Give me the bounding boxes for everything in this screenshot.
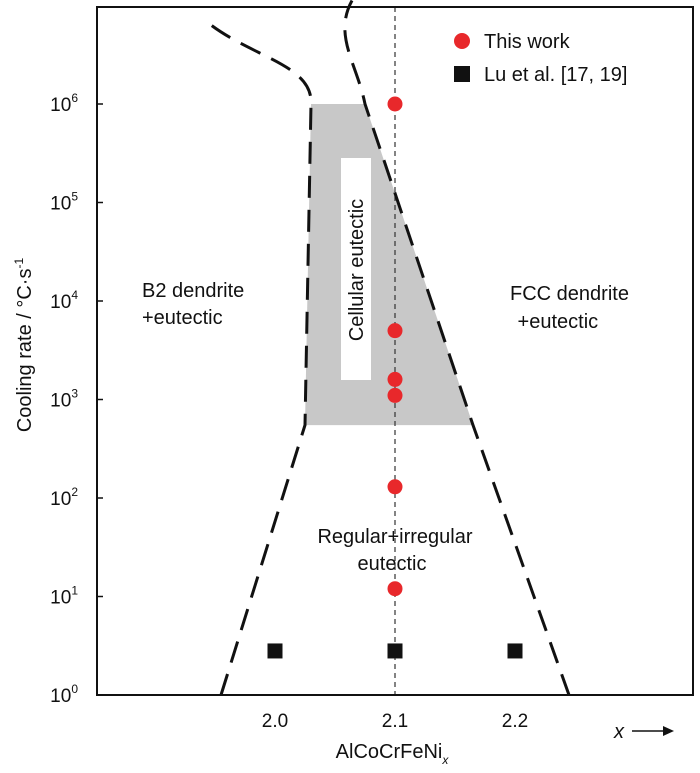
legend-marker-this-work	[454, 33, 470, 49]
y-tick-base: 10	[50, 95, 71, 116]
plot-frame	[96, 6, 694, 696]
region-b2-label-line2: +eutectic	[142, 307, 223, 329]
y-axis-title: Cooling rate / °C·s-1	[12, 258, 36, 433]
point-this-work	[387, 323, 403, 339]
cellular-eutectic-label-box	[341, 158, 371, 380]
point-lu-et-al	[267, 643, 283, 659]
region-cellular-label: Cellular eutectic	[346, 199, 368, 341]
data-points	[267, 96, 523, 659]
y-tick-label: 105	[50, 190, 78, 215]
y-tick-label: 104	[50, 288, 78, 313]
point-this-work	[387, 581, 403, 597]
x-arrow-head	[663, 726, 674, 736]
y-tick-base: 10	[50, 588, 71, 609]
x-axis-title: AlCoCrFeNix	[336, 741, 450, 767]
y-tick-exp: 2	[71, 485, 78, 499]
point-this-work	[387, 96, 403, 112]
y-tick-base: 10	[50, 292, 71, 313]
legend: This work Lu et al. [17, 19]	[454, 31, 627, 86]
x-direction-arrow: x	[613, 721, 674, 743]
x-tick-label: 2.0	[262, 711, 288, 732]
point-this-work	[387, 371, 403, 387]
region-regular-label-line2: eutectic	[358, 553, 427, 575]
y-tick-base: 10	[50, 686, 71, 707]
y-tick-label: 100	[50, 682, 78, 707]
y-axis-title-sup: -1	[12, 258, 26, 269]
x-axis-title-text: AlCoCrFeNi	[336, 741, 443, 763]
point-lu-et-al	[387, 643, 403, 659]
y-tick-base: 10	[50, 194, 71, 215]
region-fcc-label-line2: +eutectic	[512, 311, 598, 333]
y-tick-exp: 3	[71, 387, 78, 401]
legend-label-lu: Lu et al. [17, 19]	[484, 64, 627, 86]
y-tick-exp: 6	[71, 91, 78, 105]
right-boundary-curve	[343, 0, 571, 696]
legend-label-this-work: This work	[484, 31, 571, 53]
x-arrow-label: x	[613, 721, 625, 743]
y-tick-base: 10	[50, 489, 71, 510]
y-tick-label: 101	[50, 584, 78, 609]
x-tick-label: 2.2	[502, 711, 528, 732]
y-tick-base: 10	[50, 391, 71, 412]
y-tick-label: 102	[50, 485, 78, 510]
legend-marker-lu	[454, 66, 470, 82]
y-tick-exp: 4	[71, 288, 78, 302]
left-boundary-curve	[204, 19, 313, 696]
y-tick-exp: 1	[71, 584, 78, 598]
region-b2-label-line1: B2 dendrite	[142, 280, 244, 302]
y-tick-label: 106	[50, 91, 78, 116]
x-axis-title-sub: x	[441, 753, 449, 767]
region-regular-label-line1: Regular+irregular	[317, 526, 472, 548]
y-tick-label: 103	[50, 387, 78, 412]
region-fcc-label-line1: FCC dendrite	[510, 283, 629, 305]
x-axis-ticks: 2.0 2.1 2.2	[262, 711, 528, 732]
y-tick-exp: 0	[71, 682, 78, 696]
point-this-work	[387, 387, 403, 403]
x-tick-label: 2.1	[382, 711, 408, 732]
point-lu-et-al	[507, 643, 523, 659]
y-axis-title-text: Cooling rate / °C·s	[14, 269, 36, 433]
point-this-work	[387, 479, 403, 495]
y-tick-exp: 5	[71, 190, 78, 204]
